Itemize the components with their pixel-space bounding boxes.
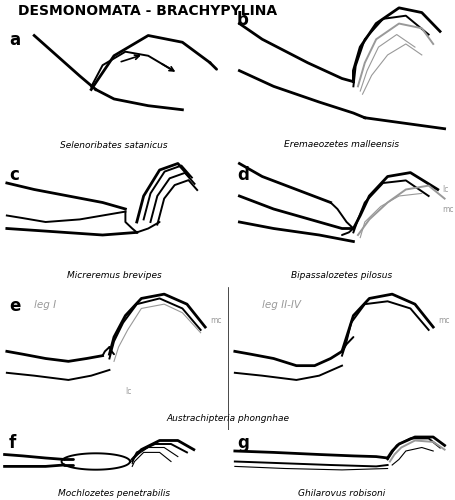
Text: mc: mc [437, 316, 448, 325]
Text: Mochlozetes penetrabilis: Mochlozetes penetrabilis [58, 489, 170, 498]
Text: Ghilarovus robisoni: Ghilarovus robisoni [298, 489, 385, 498]
Text: mc: mc [441, 204, 453, 214]
Text: d: d [237, 166, 248, 184]
Text: Eremaeozetes malleensis: Eremaeozetes malleensis [284, 140, 399, 149]
Text: Bipassalozetes pilosus: Bipassalozetes pilosus [291, 272, 392, 280]
Text: lc: lc [125, 387, 131, 396]
Text: mc: mc [209, 316, 221, 325]
Text: DESMONOMATA - BRACHYPYLINA: DESMONOMATA - BRACHYPYLINA [18, 4, 277, 18]
Text: f: f [9, 434, 16, 452]
Text: Austrachipteria phongnhae: Austrachipteria phongnhae [166, 414, 289, 423]
Text: lc: lc [441, 185, 448, 194]
Text: e: e [9, 297, 20, 315]
Text: c: c [9, 166, 19, 184]
Text: Micreremus brevipes: Micreremus brevipes [66, 272, 161, 280]
Text: g: g [237, 434, 248, 452]
Text: a: a [9, 32, 20, 50]
Text: Selenoribates satanicus: Selenoribates satanicus [60, 141, 167, 150]
Text: b: b [237, 11, 248, 29]
Text: leg I: leg I [34, 300, 56, 310]
Text: leg II-IV: leg II-IV [262, 300, 301, 310]
